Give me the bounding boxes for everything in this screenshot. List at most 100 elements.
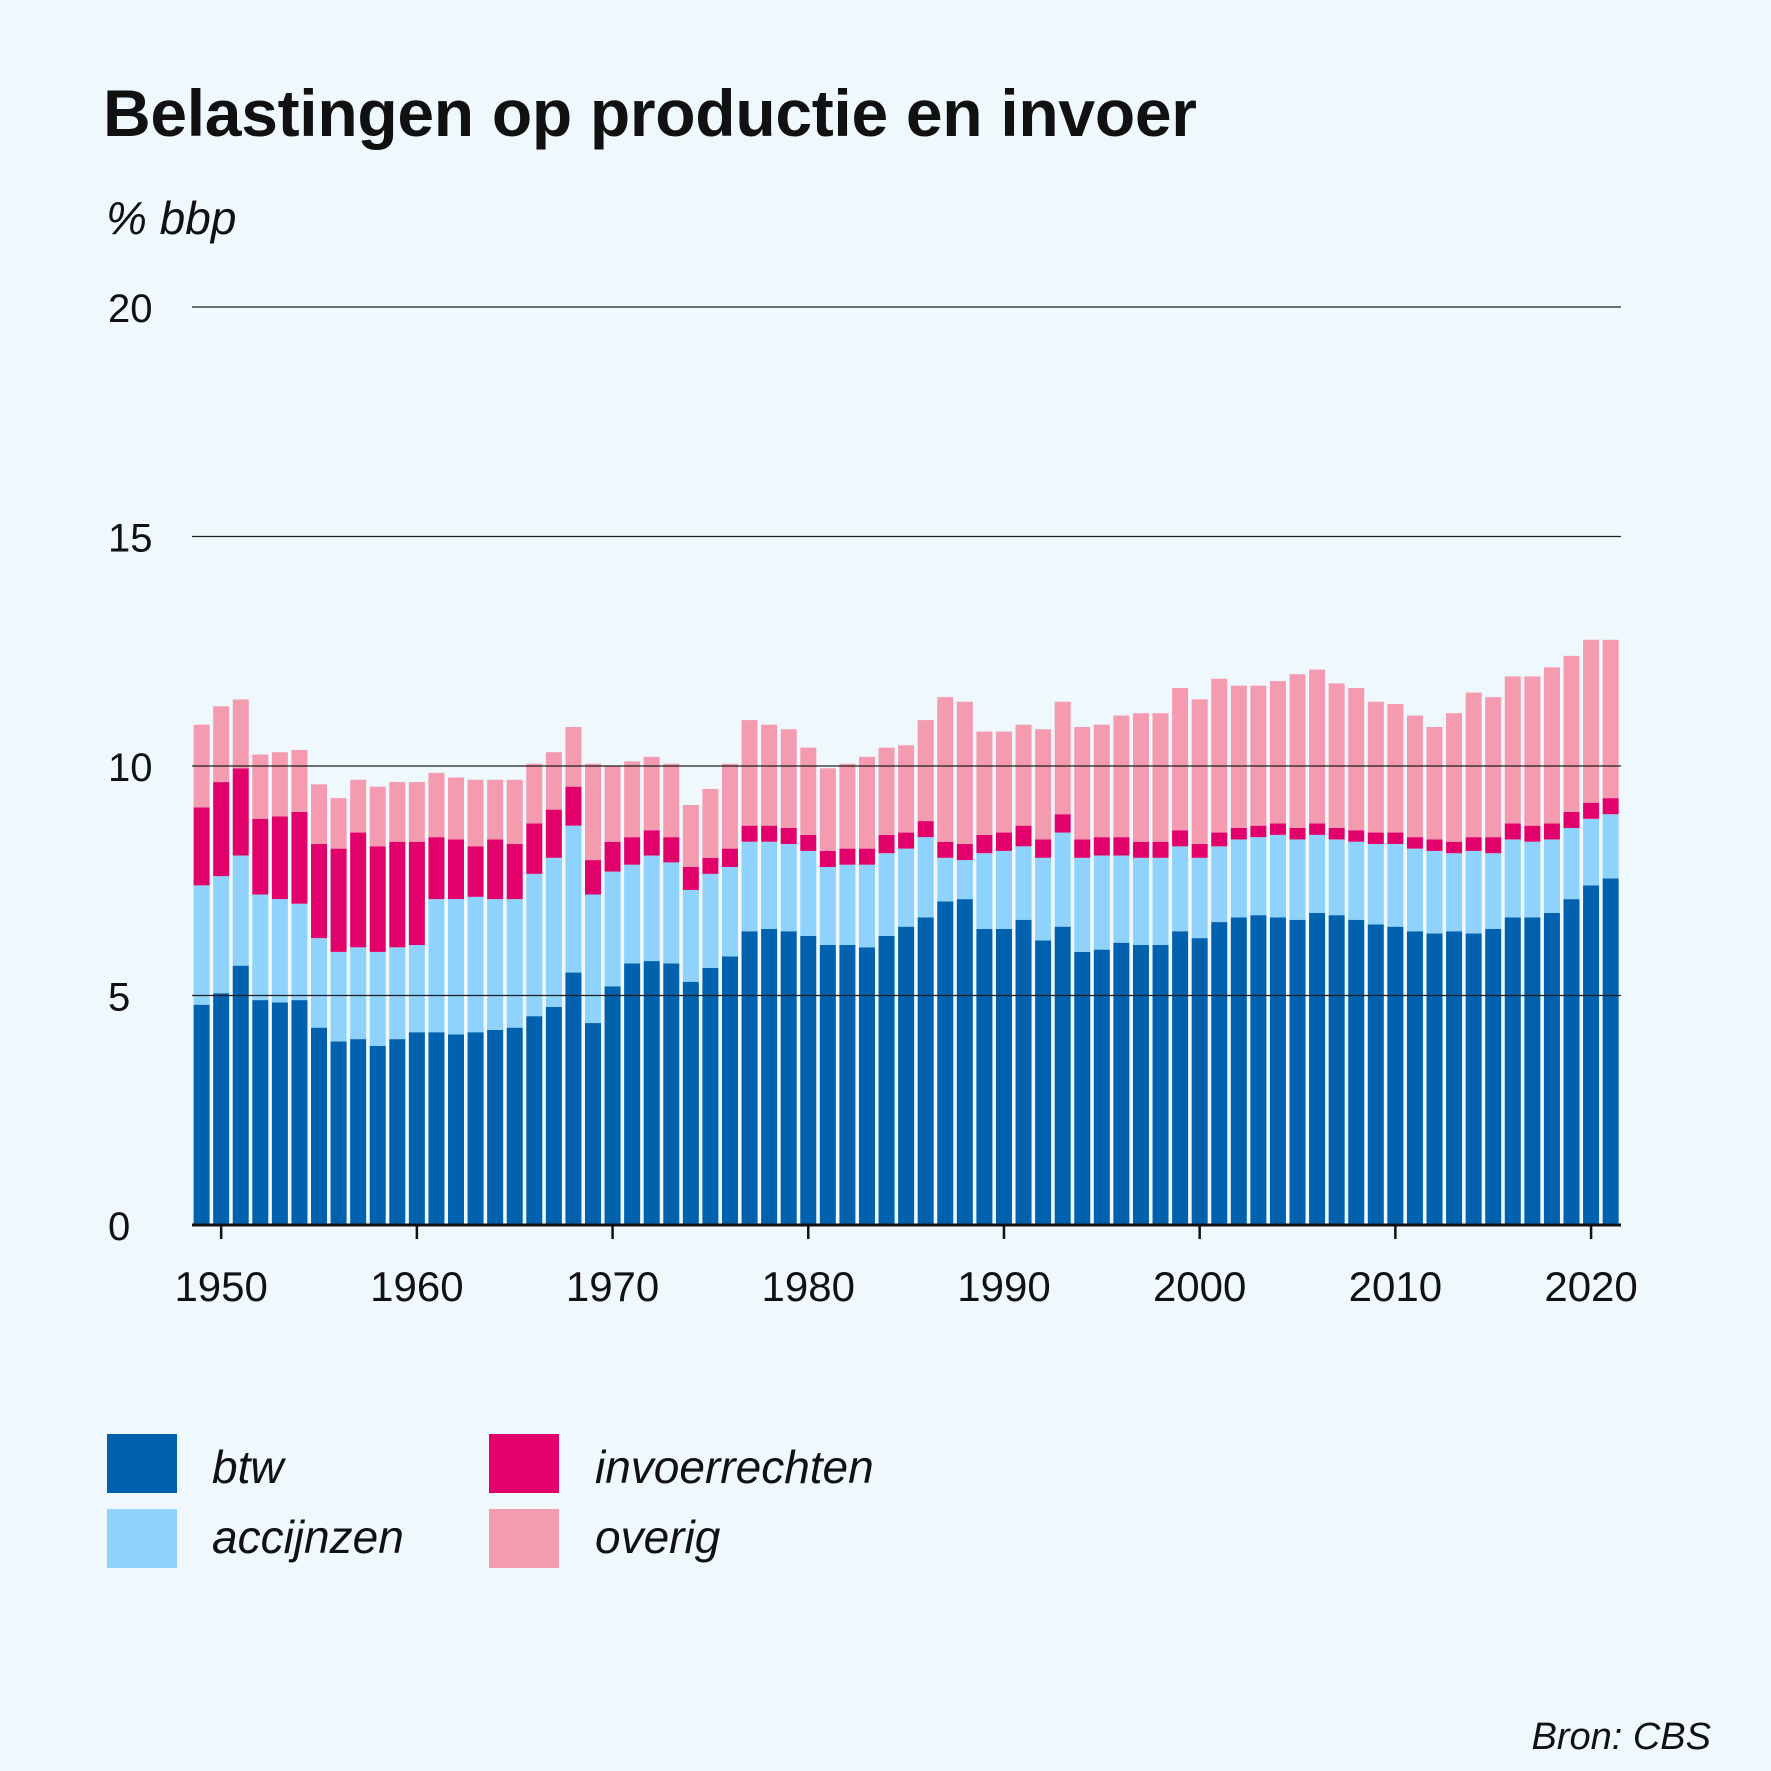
bar-2013-accijnzen <box>1446 853 1463 932</box>
bar-1950-btw <box>213 993 230 1225</box>
bar-stack-1998 <box>1152 713 1169 1225</box>
x-tick-label-1950: 1950 <box>174 1263 267 1310</box>
bar-1983-accijnzen <box>858 864 875 948</box>
bar-stack-2013 <box>1446 713 1463 1225</box>
bar-stack-1980 <box>800 747 817 1225</box>
bar-1985-accijnzen <box>898 848 915 927</box>
bar-1966-overig <box>526 763 543 824</box>
bar-1975-btw <box>702 967 719 1225</box>
bar-1969-accijnzen <box>585 894 601 1024</box>
bar-stack-1949 <box>193 724 210 1225</box>
bar-1989-overig <box>976 731 993 835</box>
bar-1968-btw <box>565 972 582 1225</box>
bar-1969-invoerrechten <box>585 860 601 895</box>
bar-stack-1984 <box>878 747 895 1225</box>
bar-1982-accijnzen <box>839 864 856 946</box>
bar-1953-accijnzen <box>271 899 288 1003</box>
bar-2020-invoerrechten <box>1583 802 1600 819</box>
bar-stack-2017 <box>1524 676 1541 1225</box>
bar-1974-btw <box>682 981 699 1225</box>
bar-1949-accijnzen <box>193 885 210 1005</box>
bar-stack-1978 <box>761 724 778 1225</box>
bar-2004-overig <box>1269 681 1286 824</box>
x-tick-label-2000: 2000 <box>1153 1263 1246 1310</box>
x-axis: 1950 1960 1970 1980 1990 2000 2010 2020 <box>174 1223 1638 1310</box>
legend-label-accijnzen: accijnzen <box>212 1511 404 1563</box>
bar-stack-1983 <box>858 756 875 1225</box>
bar-1987-accijnzen <box>937 857 954 902</box>
y-tick-label-0: 0 <box>108 1205 130 1249</box>
bar-1995-accijnzen <box>1093 855 1110 950</box>
bar-2013-invoerrechten <box>1446 841 1463 854</box>
bar-2003-accijnzen <box>1250 837 1267 916</box>
bar-1984-btw <box>878 935 895 1225</box>
bar-1978-btw <box>761 928 778 1225</box>
bar-2016-overig <box>1504 676 1521 824</box>
bar-stack-1958 <box>369 786 386 1225</box>
bar-1967-btw <box>545 1006 562 1225</box>
legend-label-btw: btw <box>212 1441 284 1493</box>
x-tick-label-1980: 1980 <box>762 1263 855 1310</box>
bar-1962-accijnzen <box>448 899 465 1035</box>
bar-1996-accijnzen <box>1113 855 1130 943</box>
bar-stack-2001 <box>1211 678 1228 1225</box>
bar-1964-btw <box>487 1029 504 1225</box>
bar-1980-accijnzen <box>800 850 817 936</box>
y-tick-label-5: 5 <box>108 976 130 1020</box>
bar-2018-overig <box>1543 667 1560 824</box>
bar-2011-invoerrechten <box>1406 837 1423 849</box>
bar-2015-invoerrechten <box>1485 837 1502 854</box>
bar-1954-accijnzen <box>291 903 308 1001</box>
bar-stack-2009 <box>1367 701 1384 1225</box>
bar-1970-accijnzen <box>604 871 621 987</box>
bar-2003-invoerrechten <box>1250 825 1267 838</box>
bar-2007-overig <box>1328 683 1345 828</box>
bar-1976-overig <box>721 763 738 849</box>
bar-1963-btw <box>467 1032 484 1225</box>
bar-1985-invoerrechten <box>898 832 915 849</box>
bar-2017-invoerrechten <box>1524 825 1541 842</box>
bar-1991-overig <box>1015 724 1032 826</box>
bar-1974-overig <box>682 805 699 867</box>
bar-2019-overig <box>1563 655 1580 812</box>
bar-1954-btw <box>291 1000 308 1225</box>
bar-1993-accijnzen <box>1054 832 1071 927</box>
bar-1972-overig <box>643 756 660 831</box>
bar-2019-btw <box>1563 899 1580 1225</box>
x-tick-label-1970: 1970 <box>566 1263 659 1310</box>
bar-2008-overig <box>1348 687 1365 831</box>
bar-1970-btw <box>604 986 621 1225</box>
bar-1983-btw <box>858 947 875 1225</box>
bar-1996-invoerrechten <box>1113 837 1130 856</box>
bar-1959-invoerrechten <box>389 841 406 948</box>
bar-1959-overig <box>389 782 406 842</box>
bar-1956-btw <box>330 1041 347 1225</box>
bar-1994-btw <box>1074 951 1091 1225</box>
bar-1987-invoerrechten <box>937 841 954 858</box>
bar-1995-invoerrechten <box>1093 837 1110 856</box>
bar-1973-accijnzen <box>663 862 680 964</box>
bar-2014-accijnzen <box>1465 850 1482 934</box>
bar-1999-invoerrechten <box>1172 830 1189 847</box>
bar-1958-overig <box>369 786 386 847</box>
bar-1964-accijnzen <box>487 899 504 1030</box>
bar-1975-invoerrechten <box>702 857 719 874</box>
bar-1998-btw <box>1152 945 1169 1225</box>
bar-stack-1959 <box>389 782 406 1225</box>
bar-stack-1988 <box>956 701 973 1225</box>
bar-1957-invoerrechten <box>350 832 367 948</box>
bar-stack-2020 <box>1583 639 1600 1225</box>
bar-1961-overig <box>428 772 445 838</box>
bar-1956-invoerrechten <box>330 848 347 952</box>
bar-1949-btw <box>193 1004 210 1225</box>
bar-2020-btw <box>1583 885 1600 1225</box>
bar-1998-overig <box>1152 713 1169 842</box>
bar-stack-1999 <box>1172 687 1189 1225</box>
bar-1993-btw <box>1054 926 1071 1225</box>
bar-1993-overig <box>1054 701 1071 815</box>
bar-stack-1965 <box>506 779 523 1225</box>
legend-swatch-btw <box>107 1434 177 1493</box>
bar-1990-btw <box>995 928 1012 1225</box>
bar-1950-invoerrechten <box>213 782 230 877</box>
